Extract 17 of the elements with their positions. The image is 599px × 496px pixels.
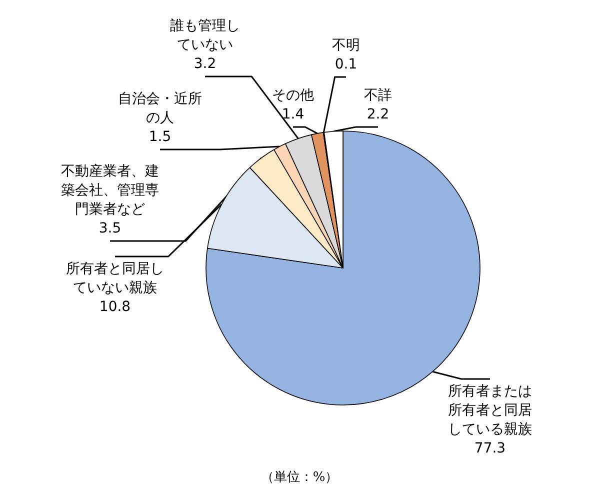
data-label: 2.2 — [366, 106, 390, 122]
text: （単位：%） — [260, 470, 338, 485]
data-label: 3.5 — [98, 220, 122, 236]
slice-label: 所有者または所有者と同居している親族 — [448, 384, 532, 438]
data-label: 1.5 — [148, 129, 172, 145]
slice-label: 不詳 — [364, 88, 392, 104]
data-label: 77.3 — [474, 440, 506, 456]
slice-label: 誰も管理していない — [170, 18, 240, 53]
slice-label: 不明 — [332, 38, 360, 54]
data-label: 3.2 — [194, 56, 216, 72]
slice-label: その他 — [272, 88, 314, 104]
slice-label: 不動産業者、建築会社、管理専門業者など — [61, 164, 159, 218]
slice-label: 所有者と同居していない親族 — [66, 261, 164, 296]
data-label: 1.4 — [282, 106, 304, 122]
slice-label: 自治会・近所の人 — [118, 91, 202, 126]
data-label: 10.8 — [99, 299, 131, 315]
data-label: 0.1 — [334, 56, 358, 72]
